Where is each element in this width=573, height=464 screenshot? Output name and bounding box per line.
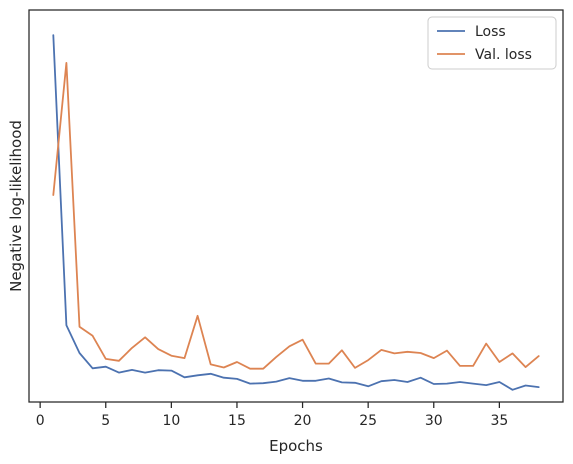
legend-label: Val. loss [475,47,532,63]
x-axis-ticks: 0 5 10 15 20 25 30 35 [36,402,508,429]
x-tick-label: 15 [228,413,246,429]
legend-label: Loss [475,24,506,40]
x-tick-label: 5 [101,413,110,429]
legend: Loss Val. loss [427,16,557,70]
x-tick-label: 20 [294,413,312,429]
x-axis-title: Epochs [269,437,323,455]
x-tick-label: 0 [36,413,45,429]
x-tick-label: 10 [162,413,180,429]
x-tick-label: 35 [490,413,508,429]
x-tick-label: 25 [359,413,377,429]
series-lines [52,34,540,391]
series-line-loss [52,34,540,391]
x-tick-label: 30 [425,413,443,429]
legend-box [427,16,557,70]
y-axis-title: Negative log-likelihood [7,120,25,292]
axes-frame [28,9,564,403]
series-line-val-loss [52,62,540,370]
